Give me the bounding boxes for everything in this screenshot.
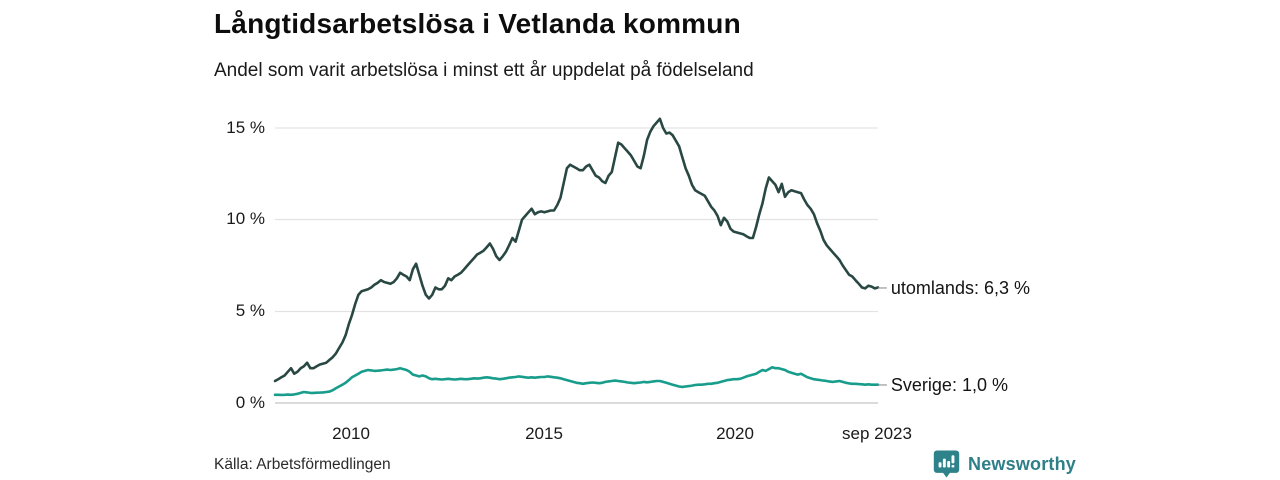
- series-label-utomlands-text: utomlands: 6,3 %: [890, 278, 1030, 298]
- sverige-line: [273, 365, 880, 397]
- x-tick-2010: 2010: [332, 424, 370, 443]
- utomlands-line: [273, 117, 880, 383]
- x-tick-2020: 2020: [716, 424, 754, 443]
- series-label-utomlands: – utomlands: 6,3 %: [878, 276, 1030, 300]
- y-tick-5: 5 %: [235, 301, 265, 320]
- newsworthy-wordmark: Newsworthy: [968, 453, 1077, 474]
- logo-bar-3: [947, 461, 951, 468]
- label-connector-dash: –: [878, 376, 887, 393]
- logo-bar-2: [942, 458, 946, 468]
- series-label-sverige: – Sverige: 1,0 %: [878, 373, 1008, 397]
- series-label-sverige-text: Sverige: 1,0 %: [890, 375, 1008, 395]
- page-title: Långtidsarbetslösa i Vetlanda kommun: [214, 8, 741, 39]
- logo-bar-1: [938, 462, 942, 468]
- y-tick-10: 10 %: [226, 209, 265, 228]
- newsworthy-logo: Newsworthy: [933, 450, 1076, 478]
- newsworthy-bubble-icon: [933, 450, 960, 478]
- x-tick-sep-2023: sep 2023: [842, 424, 912, 443]
- y-tick-15: 15 %: [226, 118, 265, 137]
- x-tick-2015: 2015: [525, 424, 563, 443]
- label-connector-dash: –: [878, 279, 887, 296]
- logo-exclamation-bar: [951, 455, 955, 464]
- chart-subtitle: Andel som varit arbetslösa i minst ett å…: [214, 60, 754, 81]
- source-note: Källa: Arbetsförmedlingen: [214, 456, 391, 473]
- y-tick-0: 0 %: [235, 393, 265, 412]
- logo-exclamation-dot: [951, 465, 955, 468]
